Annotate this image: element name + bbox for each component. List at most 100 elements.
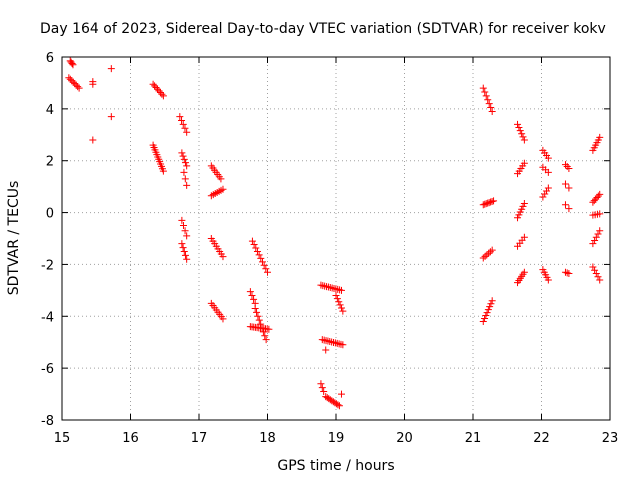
data-point (183, 162, 191, 170)
data-point (252, 244, 260, 252)
data-point (180, 168, 188, 176)
data-point (488, 107, 496, 115)
data-point (592, 233, 600, 241)
data-point (337, 304, 345, 312)
data-point (561, 161, 569, 169)
data-point (179, 152, 187, 160)
data-point (479, 201, 487, 209)
data-point (181, 251, 189, 259)
data-point (565, 164, 573, 172)
data-point (253, 247, 261, 255)
data-point (563, 269, 571, 277)
data-point (334, 401, 342, 409)
data-point (337, 286, 345, 294)
data-point (481, 315, 489, 323)
data-point (339, 307, 347, 315)
y-tick-label: -4 (41, 310, 54, 325)
data-point (152, 84, 160, 92)
data-point (544, 184, 552, 192)
data-point (151, 82, 159, 90)
data-point (179, 120, 187, 128)
data-point (515, 211, 523, 219)
data-point (594, 273, 602, 281)
data-point (219, 315, 227, 323)
data-point (589, 240, 597, 248)
data-point (178, 216, 186, 224)
data-point (251, 305, 259, 313)
data-point (75, 84, 83, 92)
y-tick-label: 6 (46, 51, 54, 66)
data-point (65, 74, 73, 82)
data-point (262, 336, 270, 344)
data-point (514, 120, 522, 128)
data-point (181, 227, 189, 235)
x-tick-label: 15 (54, 431, 71, 446)
data-point (318, 384, 326, 392)
grid-lines (62, 57, 610, 420)
data-point (589, 263, 597, 271)
data-point (159, 92, 167, 100)
data-point (257, 254, 265, 262)
data-point (594, 192, 602, 200)
data-point (159, 167, 167, 175)
data-point (481, 200, 489, 208)
data-point (250, 295, 258, 303)
data-point (178, 240, 186, 248)
data-point (89, 80, 97, 88)
data-point (320, 387, 328, 395)
data-point (337, 390, 345, 398)
x-tick-label: 17 (191, 431, 208, 446)
data-point (596, 210, 604, 218)
x-axis-ticks: 15 16 17 18 19 20 21 22 23 (54, 57, 619, 446)
data-point (183, 181, 191, 189)
data-point (483, 309, 491, 317)
data-point (335, 402, 343, 410)
y-tick-label: 4 (46, 103, 54, 118)
data-point (486, 303, 494, 311)
data-point (488, 246, 496, 254)
data-point (594, 230, 602, 238)
x-tick-label: 23 (602, 431, 619, 446)
data-point (107, 65, 115, 73)
data-point (72, 81, 80, 89)
x-tick-label: 20 (396, 431, 413, 446)
data-point (484, 199, 492, 207)
data-point (481, 88, 489, 96)
data-point (485, 249, 493, 257)
data-point (262, 265, 270, 273)
data-point (74, 83, 82, 91)
data-point (255, 316, 263, 324)
data-point (561, 180, 569, 188)
y-tick-label: 0 (46, 207, 54, 222)
data-point (255, 251, 263, 259)
data-point (257, 320, 265, 328)
data-point (179, 222, 187, 230)
data-point (154, 85, 162, 93)
data-point (155, 87, 163, 95)
data-point (592, 270, 600, 278)
data-point (183, 255, 191, 263)
data-point (596, 276, 604, 284)
data-point (335, 298, 343, 306)
data-point (519, 202, 527, 210)
data-point (71, 80, 79, 88)
data-point (520, 136, 528, 144)
data-point (89, 136, 97, 144)
data-point (149, 80, 157, 88)
data-point (317, 380, 325, 388)
data-point (541, 190, 549, 198)
data-point (69, 78, 77, 86)
data-point (180, 247, 188, 255)
data-point (183, 232, 191, 240)
data-point (259, 328, 267, 336)
x-tick-label: 18 (259, 431, 276, 446)
data-point (156, 89, 164, 97)
data-point (544, 276, 552, 284)
data-point (485, 199, 493, 207)
data-point (596, 190, 604, 198)
data-points (65, 57, 604, 410)
data-point (520, 159, 528, 167)
y-tick-label: -8 (41, 414, 54, 429)
x-tick-label: 16 (122, 431, 139, 446)
x-tick-label: 19 (328, 431, 345, 446)
